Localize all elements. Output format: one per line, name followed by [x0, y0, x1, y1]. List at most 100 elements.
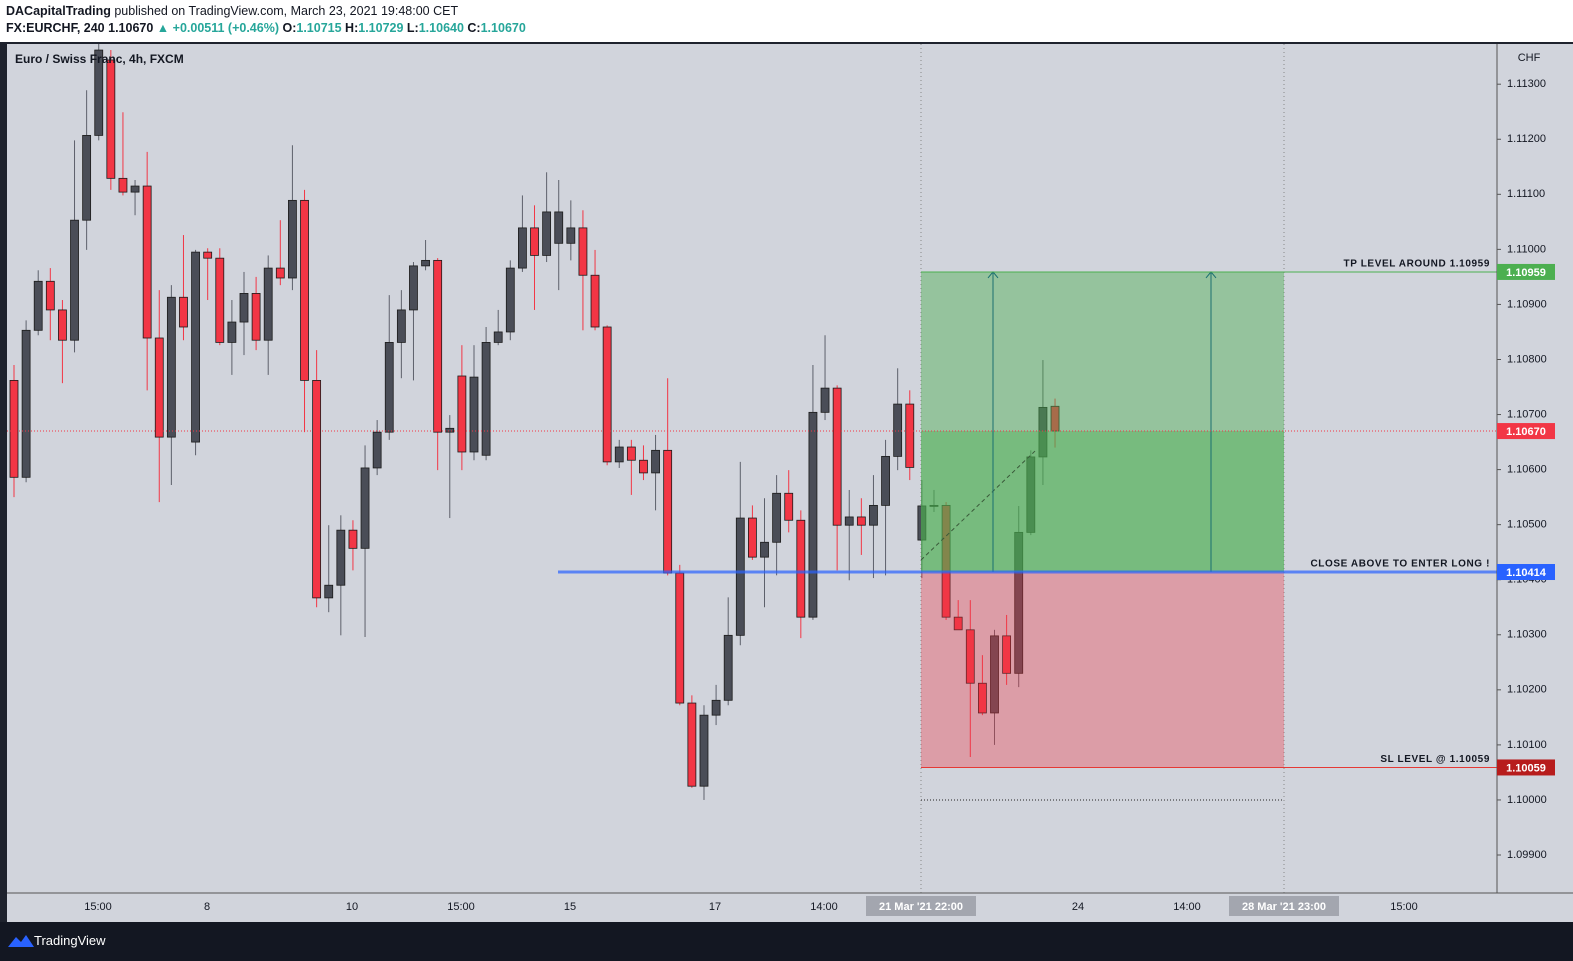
x-tick-label: 15:00 [447, 901, 475, 913]
candle-body [142, 185, 152, 339]
candle-body [953, 616, 963, 631]
candle-body [191, 251, 200, 443]
y-tick-label: 1.10700 [1507, 408, 1547, 420]
y-tick-label: 1.09900 [1507, 849, 1547, 861]
y-tick-label: 1.10800 [1507, 353, 1547, 365]
h-label: H: [345, 21, 359, 35]
candle-body [639, 459, 648, 474]
y-tick-label: 1.10900 [1507, 298, 1547, 310]
chart: Euro / Swiss Franc, 4h, FXCM CHF 1.09900… [7, 44, 1573, 922]
publisher: DACapitalTrading [6, 4, 111, 18]
trend-dash [920, 450, 1036, 561]
candle-body [808, 411, 818, 618]
candle-body [154, 337, 164, 438]
x-tick-label: 14:00 [810, 901, 838, 913]
candle-body [433, 259, 443, 433]
stop-tag [1497, 759, 1555, 776]
entry-tag [1497, 564, 1555, 581]
candle-body [384, 342, 394, 433]
candle-body [990, 635, 999, 714]
candle-body [602, 326, 612, 463]
candle-body [965, 629, 975, 684]
y-tick-label: 1.10600 [1507, 464, 1547, 476]
candle-body [590, 274, 600, 328]
loss-zone [921, 572, 1284, 768]
candle-body [457, 375, 467, 453]
candle-body [651, 449, 660, 474]
profit-zone [921, 271, 1284, 573]
candle-body [1002, 635, 1012, 674]
x-tick-label: 15:00 [84, 901, 112, 913]
candle-body [1026, 456, 1036, 533]
candle-body [578, 227, 588, 276]
candle-body [820, 387, 830, 413]
candle-body [179, 296, 188, 328]
y-tick-label: 1.10100 [1507, 739, 1547, 751]
candle-body [300, 199, 309, 381]
change: ▲ +0.00511 (+0.46%) [156, 21, 279, 35]
brand: TradingView [34, 933, 106, 948]
range-label: 21 Mar '21 22:00 [879, 901, 963, 913]
open: 1.10715 [296, 21, 342, 35]
candle-body [1050, 405, 1060, 432]
candle-body [324, 584, 334, 599]
candle-body [554, 211, 564, 244]
price-tag-label: 1.10670 [1506, 426, 1546, 438]
y-tick-label: 1.10300 [1507, 629, 1547, 641]
candle-body [917, 505, 927, 541]
chart-background [7, 44, 1573, 922]
level-note: SL LEVEL @ 1.10059 [1380, 754, 1490, 765]
x-tick-label: 15 [564, 901, 576, 913]
logo [8, 935, 34, 947]
level-note: CLOSE ABOVE TO ENTER LONG ! [1310, 559, 1490, 570]
candle-body [760, 541, 769, 558]
symbol: FX:EURCHF, 240 [6, 21, 105, 35]
candle-body [21, 329, 31, 478]
candle-body [905, 403, 915, 468]
high: 1.10729 [358, 21, 404, 35]
candle-body [675, 572, 685, 704]
header: DACapitalTrading published on TradingVie… [0, 0, 1573, 42]
y-tick-label: 1.10200 [1507, 684, 1547, 696]
header-line: FX:EURCHF, 240 1.10670 ▲ +0.00511 (+0.46… [6, 21, 526, 35]
level-note: TP LEVEL AROUND 1.10959 [1344, 259, 1490, 270]
candle-body [856, 516, 866, 526]
candle-body [832, 387, 842, 526]
candle-body [566, 227, 576, 244]
y-tick-label: 1.11100 [1507, 188, 1545, 200]
footer: TradingView [0, 922, 1573, 961]
range-label-box [1229, 896, 1339, 916]
candle-body [542, 211, 552, 256]
candle-body [505, 267, 515, 333]
candle-body [396, 309, 406, 343]
y-tick-label: 1.10000 [1507, 794, 1547, 806]
x-tick-label: 10 [346, 901, 358, 913]
close: 1.10670 [480, 21, 526, 35]
candle-body [784, 492, 794, 521]
candle-body [348, 529, 358, 549]
candle-body [82, 134, 92, 221]
candle-body [227, 321, 237, 343]
candle-body [94, 49, 104, 136]
candle-body [118, 177, 128, 193]
candle-body [881, 455, 890, 506]
candle-body [9, 380, 19, 478]
candle-body [530, 227, 539, 256]
header-line: DACapitalTrading published on TradingVie… [6, 4, 458, 18]
open-profit-zone [921, 431, 1284, 573]
candle-body [748, 517, 757, 558]
candle-body [614, 446, 624, 463]
candle-body [421, 259, 430, 267]
last: 1.10670 [108, 21, 154, 35]
candle-body [518, 227, 527, 269]
candle-body [626, 446, 636, 461]
x-tick-label: 17 [709, 901, 721, 913]
candle-body [869, 504, 878, 526]
candle-body [360, 467, 370, 549]
candle-body [106, 59, 116, 179]
target-tag [1497, 263, 1555, 280]
candle-body [166, 296, 176, 438]
candle-body [796, 519, 806, 618]
candle-body [409, 265, 418, 311]
candle-body [45, 280, 55, 311]
